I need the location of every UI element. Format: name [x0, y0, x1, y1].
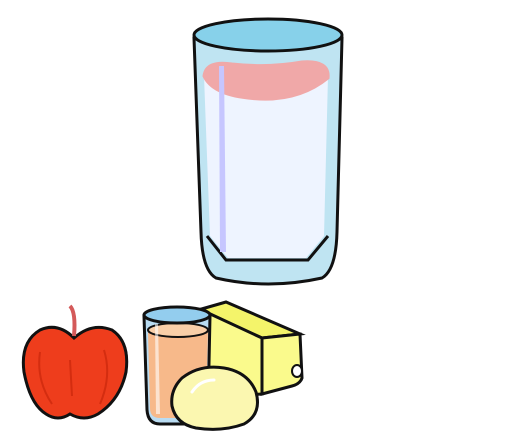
apple-icon	[21, 304, 129, 420]
apple-body	[21, 325, 129, 420]
milk-glass-inner-bottom	[205, 235, 330, 262]
juice-glass-rim	[142, 305, 212, 325]
egg-highlight	[190, 378, 216, 394]
milk-glass-rim	[192, 17, 344, 53]
egg-icon	[170, 365, 259, 431]
milk-glass-icon	[192, 17, 344, 286]
apple-shadow	[38, 349, 109, 405]
cheese-hole	[291, 364, 303, 378]
egg-shell	[170, 365, 259, 431]
milk-liquid	[204, 76, 328, 258]
cheese-side	[260, 332, 304, 396]
milk-surface-line	[202, 60, 330, 101]
juice-glass-highlight	[155, 324, 160, 414]
apple-stem-inner	[69, 305, 76, 337]
milk-glass-highlight	[219, 66, 226, 252]
